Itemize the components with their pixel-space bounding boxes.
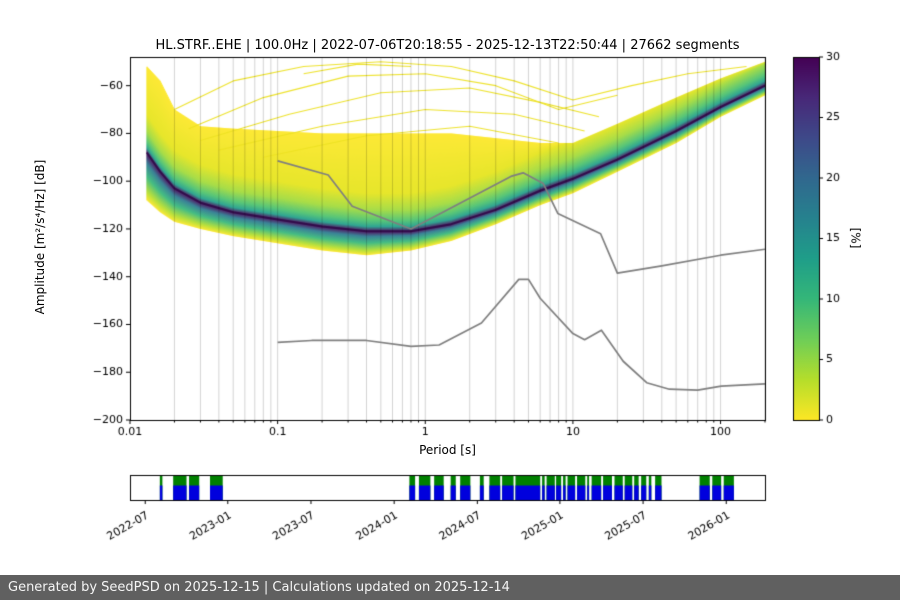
- chart-title: HL.STRF..EHE | 100.0Hz | 2022-07-06T20:1…: [155, 38, 740, 53]
- ppsd-chart-canvas: [0, 0, 900, 575]
- footer-text: Generated by SeedPSD on 2025-12-15 | Cal…: [8, 580, 510, 595]
- x-axis-label: Period [s]: [419, 443, 476, 457]
- footer-bar: Generated by SeedPSD on 2025-12-15 | Cal…: [0, 575, 900, 600]
- colorbar-label: [%]: [848, 227, 863, 249]
- y-axis-label: Amplitude [m²/s⁴/Hz] [dB]: [33, 159, 47, 315]
